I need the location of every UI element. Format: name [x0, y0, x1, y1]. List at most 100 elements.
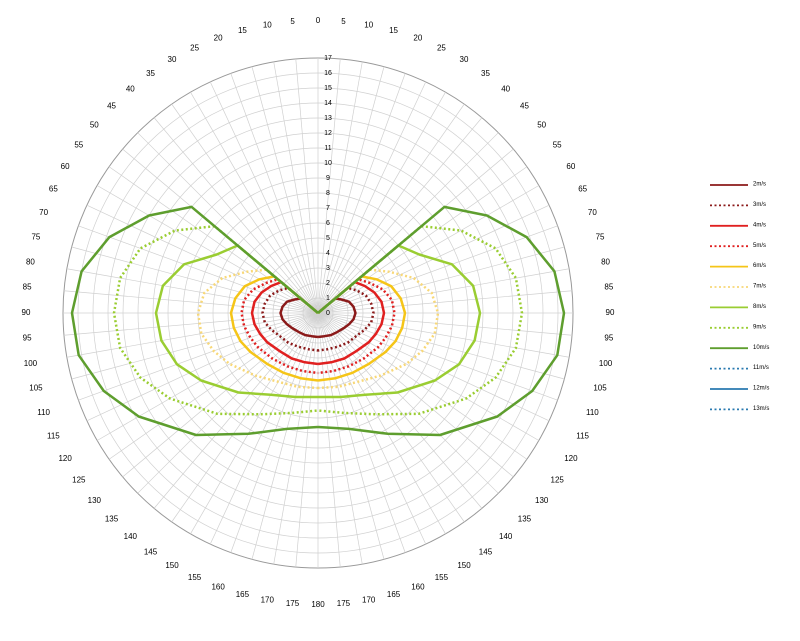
grid-spoke	[317, 312, 573, 336]
r-tick-label: 9	[326, 175, 330, 182]
grid-spoke	[317, 132, 499, 314]
grid-spoke	[317, 58, 341, 314]
angle-label: 145	[479, 547, 493, 556]
angle-label: 105	[29, 384, 43, 393]
angle-label: 45	[520, 102, 529, 111]
r-tick-label: 13	[324, 115, 332, 122]
angle-label: 40	[501, 84, 510, 93]
grid-spoke	[190, 91, 319, 314]
legend-label: 11m/s	[753, 365, 769, 371]
angle-label: 60	[61, 162, 70, 171]
grid-spoke	[209, 312, 319, 545]
angle-label: 130	[88, 496, 102, 505]
series-line	[240, 278, 319, 375]
grid-spoke	[317, 61, 363, 314]
grid-spoke	[273, 61, 319, 314]
grid-spoke	[317, 166, 528, 314]
grid-spoke	[317, 312, 570, 358]
angle-label: 155	[188, 573, 202, 582]
r-tick-label: 15	[324, 85, 332, 92]
angle-label: 115	[576, 432, 589, 441]
angle-label: 10	[364, 21, 373, 30]
series-line	[317, 244, 482, 399]
angle-label: 70	[39, 208, 48, 217]
grid-spoke	[317, 312, 385, 560]
angle-label: 85	[23, 283, 32, 292]
angle-label: 165	[387, 590, 401, 599]
r-tick-label: 6	[326, 220, 330, 227]
grid-spoke	[317, 312, 406, 553]
grid-spoke	[86, 312, 319, 422]
angle-label: 30	[460, 55, 469, 64]
angle-label: 135	[518, 515, 532, 524]
series-line	[317, 205, 566, 437]
series-line	[70, 205, 319, 437]
series-line	[317, 268, 440, 390]
r-tick-label: 12	[324, 130, 332, 137]
angle-label: 50	[90, 120, 99, 129]
angle-label: 110	[586, 408, 599, 417]
grid-spoke	[71, 312, 319, 380]
angle-label: 65	[49, 185, 58, 194]
angle-label: 75	[31, 233, 40, 242]
grid-spoke	[251, 66, 319, 314]
grid-spoke	[230, 312, 319, 553]
angle-label: 130	[535, 496, 549, 505]
grid-spoke	[171, 103, 319, 314]
grid-spoke	[317, 312, 528, 460]
angle-label: 140	[124, 532, 138, 541]
angle-label: 150	[457, 561, 471, 570]
grid-spoke	[317, 312, 565, 380]
series-line	[154, 244, 319, 399]
legend-label: 10m/s	[753, 345, 769, 351]
r-tick-label: 11	[324, 145, 331, 152]
angle-label: 165	[236, 590, 250, 599]
series-line	[317, 275, 407, 382]
grid-spoke	[230, 73, 319, 314]
grid-spoke	[63, 312, 319, 336]
angle-label: 100	[24, 359, 38, 368]
grid-spoke	[153, 312, 319, 509]
angle-label: 80	[601, 257, 610, 266]
grid-spoke	[209, 81, 319, 314]
r-tick-label: 4	[326, 250, 330, 257]
grid-spoke	[317, 312, 483, 509]
angle-label: 95	[604, 334, 613, 343]
angle-label: 105	[593, 384, 607, 393]
angle-label: 80	[26, 257, 35, 266]
angle-label: 100	[599, 359, 613, 368]
angle-label: 55	[553, 141, 562, 150]
grid-spoke	[78, 225, 319, 314]
angle-label: 135	[105, 515, 119, 524]
angle-label: 110	[37, 408, 50, 417]
r-tick-label: 7	[326, 205, 330, 212]
grid-spoke	[137, 132, 319, 314]
r-tick-label: 10	[324, 160, 332, 167]
grid-spoke	[317, 246, 565, 314]
angle-label: 30	[168, 55, 177, 64]
grid-spoke	[317, 91, 446, 314]
grid-spoke	[122, 312, 319, 478]
r-tick-label: 0	[326, 310, 330, 317]
angle-label: 5	[341, 17, 346, 26]
series-line	[317, 280, 386, 366]
r-tick-label: 8	[326, 190, 330, 197]
angle-label: 145	[144, 547, 158, 556]
angle-label: 140	[499, 532, 513, 541]
legend-label: 7m/s	[753, 284, 766, 290]
grid-spoke	[66, 268, 319, 314]
series-line	[112, 224, 319, 416]
grid-spoke	[78, 312, 319, 401]
r-tick-label: 1	[326, 295, 330, 302]
grid-spoke	[295, 58, 319, 314]
grid-spoke	[317, 312, 540, 441]
angle-label: 45	[107, 102, 116, 111]
angle-label: 150	[165, 561, 179, 570]
angle-label: 15	[238, 26, 247, 35]
grid-spoke	[96, 185, 319, 314]
grid-spoke	[317, 312, 558, 401]
grid-spoke	[317, 312, 550, 422]
legend-label: 9m/s	[753, 324, 766, 330]
angle-label: 70	[588, 208, 597, 217]
angle-label: 5	[290, 17, 295, 26]
